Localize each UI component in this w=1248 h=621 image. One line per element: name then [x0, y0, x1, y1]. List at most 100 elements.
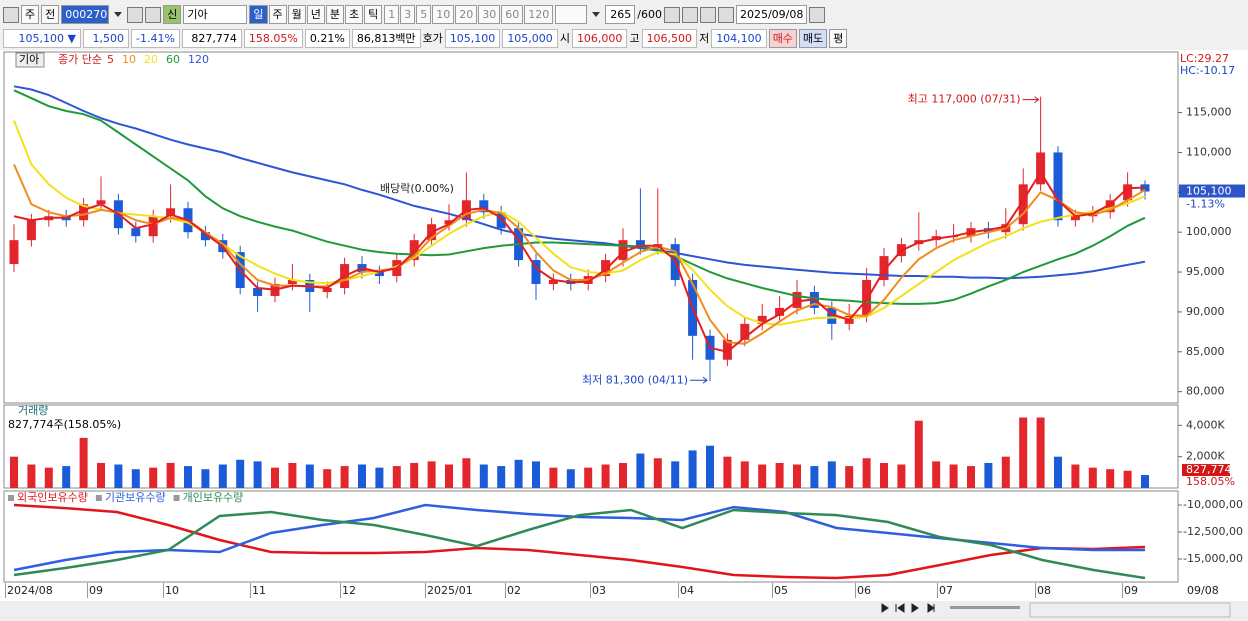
period-button[interactable]: 분 — [325, 5, 344, 24]
change: 1,500 — [83, 28, 129, 48]
bid: 105,000 — [502, 28, 558, 48]
volume-bar — [253, 461, 262, 488]
dropdown[interactable] — [592, 12, 601, 17]
volume-bar — [1071, 464, 1080, 488]
tool-strip[interactable] — [1029, 602, 1231, 618]
legend-swatch — [8, 495, 14, 501]
minute-button[interactable]: 10 — [432, 5, 455, 24]
count-input[interactable]: 265 — [605, 5, 636, 24]
volume-bar — [462, 458, 471, 488]
minute-button[interactable]: 5 — [416, 5, 432, 24]
minute-button[interactable]: 20 — [455, 5, 478, 24]
low: 104,100 — [711, 28, 767, 48]
volume-bar — [845, 466, 854, 488]
y-tick-label: 4,000K — [1186, 418, 1225, 431]
minute-group: 1 3 5 10 20 30 60 120 — [384, 5, 554, 24]
x-tick-label: 10 — [165, 584, 179, 597]
scroll-controls[interactable] — [881, 602, 1231, 618]
avg-button[interactable]: 평 — [829, 28, 848, 48]
prev-button[interactable]: 전 — [41, 5, 60, 24]
tool-icon[interactable] — [681, 6, 698, 23]
candle-body — [444, 220, 454, 225]
candle-body — [148, 216, 158, 237]
x-tick-label: 06 — [857, 584, 871, 597]
x-tick-label: 02 — [507, 584, 521, 597]
quote-bar: 105,100 ▼ 1,500 -1.41% 827,774 158.05% 0… — [0, 28, 1248, 48]
x-tick-label: 03 — [592, 584, 606, 597]
volume-bar — [479, 464, 488, 488]
nav-icons[interactable] — [881, 603, 935, 613]
buy-button[interactable]: 매수 — [768, 28, 797, 48]
volume-bar — [653, 458, 662, 488]
scrollbar[interactable] — [950, 606, 1020, 609]
name-input[interactable]: 기아 — [183, 5, 248, 24]
volume-bar — [392, 466, 401, 488]
period-button[interactable]: 틱 — [364, 5, 383, 24]
date-input[interactable]: 2025/09/08 — [735, 5, 808, 24]
x-tick-label: 07 — [939, 584, 953, 597]
new-badge[interactable]: 신 — [163, 5, 182, 24]
candle-body — [1053, 152, 1063, 221]
volume-bar — [636, 453, 645, 488]
annotation-dividend: 배당락(0.00%) — [380, 182, 454, 195]
menu-icon[interactable] — [3, 6, 19, 23]
period-button[interactable]: 년 — [306, 5, 325, 24]
turnover: 0.21% — [304, 28, 350, 48]
volume-bar — [1141, 475, 1149, 488]
period-button[interactable]: 초 — [345, 5, 364, 24]
volume-bar — [410, 462, 419, 488]
volume-bar — [340, 466, 349, 488]
chart-bg — [0, 50, 1248, 601]
market-select[interactable]: 주 — [21, 5, 40, 24]
dropdown[interactable] — [114, 12, 123, 17]
change-pct: -1.41% — [131, 28, 180, 48]
y-tick-label: 110,000 — [1186, 145, 1232, 158]
candle-body — [531, 260, 541, 285]
period-button[interactable]: 일 — [249, 5, 268, 24]
period-button[interactable]: 주 — [268, 5, 287, 24]
volume-bar — [549, 467, 558, 488]
legend-swatch — [95, 495, 102, 501]
minute-button[interactable]: 3 — [400, 5, 416, 24]
minute-button[interactable]: 30 — [478, 5, 501, 24]
candle-body — [1036, 152, 1046, 185]
amount: 86,813백만 — [351, 28, 421, 48]
volume-ratio: 158.05% — [243, 28, 303, 48]
arrow — [1022, 96, 1040, 104]
volume-last: 827,774 — [1186, 463, 1232, 476]
volume-bar — [793, 464, 801, 488]
tool-icon[interactable] — [663, 6, 680, 23]
volume-bar — [288, 462, 297, 488]
legend-item: 10 — [122, 53, 136, 66]
volume-bar — [706, 445, 714, 488]
volume-bar — [427, 461, 436, 488]
line-series — [13, 85, 1146, 280]
settings-icon[interactable] — [717, 6, 734, 23]
volume-bar — [932, 461, 941, 488]
candle-body — [322, 287, 332, 292]
volume-bar — [97, 462, 105, 488]
calendar-icon[interactable] — [809, 6, 826, 23]
volume-bar — [880, 462, 888, 488]
code-input[interactable]: 000270 — [61, 5, 110, 24]
volume-bar — [827, 461, 836, 488]
period-button[interactable]: 월 — [287, 5, 306, 24]
minute-button[interactable]: 60 — [501, 5, 524, 24]
blank-select[interactable] — [555, 5, 588, 24]
volume-bar — [218, 464, 227, 488]
minute-button[interactable]: 120 — [524, 5, 554, 24]
low-label: 저 — [699, 32, 710, 45]
sound-icon[interactable] — [145, 6, 162, 23]
x-tick-label: 2024/08 — [7, 584, 53, 597]
volume-bar — [131, 469, 140, 488]
volume-title: 거래량 — [18, 404, 48, 417]
search-icon[interactable] — [127, 6, 144, 23]
minute-button[interactable]: 1 — [384, 5, 400, 24]
volume-bar — [1054, 456, 1062, 488]
sell-button[interactable]: 매도 — [798, 28, 828, 48]
legend-item: 외국인보유수량 — [17, 491, 88, 504]
volume-bar — [897, 464, 906, 488]
volume-bar — [862, 458, 871, 488]
save-icon[interactable] — [699, 6, 716, 23]
